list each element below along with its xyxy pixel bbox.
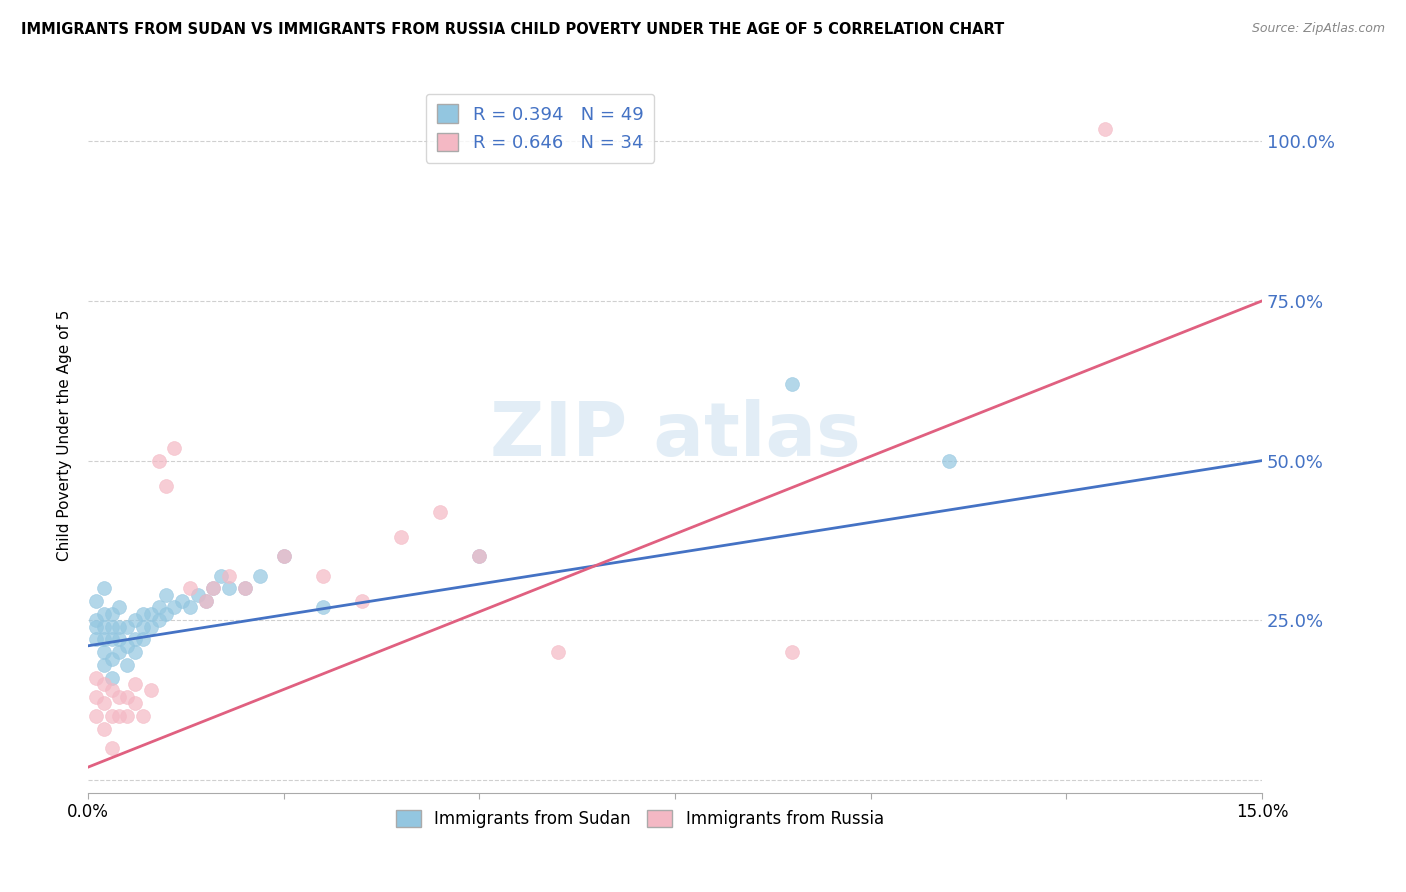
Point xyxy=(93,619,115,633)
Point xyxy=(93,696,115,710)
Point xyxy=(273,549,295,564)
Point xyxy=(233,582,256,596)
Point xyxy=(202,582,225,596)
Point xyxy=(218,582,240,596)
Point xyxy=(233,582,256,596)
Point xyxy=(93,657,115,672)
Point xyxy=(84,671,107,685)
Point xyxy=(547,645,569,659)
Point xyxy=(124,677,146,691)
Point xyxy=(1094,121,1116,136)
Point xyxy=(124,696,146,710)
Point xyxy=(194,594,217,608)
Point xyxy=(782,376,804,391)
Point xyxy=(108,632,131,647)
Point xyxy=(124,632,146,647)
Point xyxy=(84,690,107,704)
Point xyxy=(108,600,131,615)
Legend: Immigrants from Sudan, Immigrants from Russia: Immigrants from Sudan, Immigrants from R… xyxy=(389,803,890,834)
Point xyxy=(202,582,225,596)
Point xyxy=(938,453,960,467)
Point xyxy=(187,588,209,602)
Point xyxy=(209,568,232,582)
Point xyxy=(148,453,170,467)
Point xyxy=(108,645,131,659)
Point xyxy=(179,582,201,596)
Point xyxy=(155,588,177,602)
Point xyxy=(84,613,107,627)
Point xyxy=(117,657,139,672)
Point xyxy=(84,619,107,633)
Point xyxy=(170,594,193,608)
Point xyxy=(108,619,131,633)
Point xyxy=(468,549,491,564)
Point xyxy=(139,619,162,633)
Text: IMMIGRANTS FROM SUDAN VS IMMIGRANTS FROM RUSSIA CHILD POVERTY UNDER THE AGE OF 5: IMMIGRANTS FROM SUDAN VS IMMIGRANTS FROM… xyxy=(21,22,1004,37)
Point xyxy=(93,632,115,647)
Point xyxy=(124,645,146,659)
Point xyxy=(93,677,115,691)
Point xyxy=(249,568,271,582)
Point xyxy=(117,619,139,633)
Point xyxy=(108,709,131,723)
Point xyxy=(117,690,139,704)
Point xyxy=(163,600,186,615)
Point xyxy=(93,607,115,621)
Point xyxy=(148,613,170,627)
Point xyxy=(429,505,451,519)
Point xyxy=(139,683,162,698)
Point xyxy=(389,530,412,544)
Text: Source: ZipAtlas.com: Source: ZipAtlas.com xyxy=(1251,22,1385,36)
Point xyxy=(100,671,122,685)
Point xyxy=(312,600,335,615)
Point xyxy=(117,639,139,653)
Point xyxy=(194,594,217,608)
Point xyxy=(100,651,122,665)
Point xyxy=(155,479,177,493)
Point xyxy=(100,607,122,621)
Point xyxy=(312,568,335,582)
Point xyxy=(93,645,115,659)
Point xyxy=(468,549,491,564)
Point xyxy=(84,632,107,647)
Point xyxy=(100,683,122,698)
Point xyxy=(132,607,155,621)
Point xyxy=(93,582,115,596)
Point xyxy=(100,619,122,633)
Point xyxy=(350,594,373,608)
Point xyxy=(84,709,107,723)
Text: ZIP atlas: ZIP atlas xyxy=(489,399,860,472)
Point xyxy=(163,441,186,455)
Point xyxy=(155,607,177,621)
Point xyxy=(84,594,107,608)
Point xyxy=(179,600,201,615)
Point xyxy=(108,690,131,704)
Point xyxy=(132,709,155,723)
Point xyxy=(132,619,155,633)
Point xyxy=(782,645,804,659)
Point xyxy=(100,709,122,723)
Point xyxy=(100,632,122,647)
Point xyxy=(139,607,162,621)
Point xyxy=(132,632,155,647)
Point xyxy=(148,600,170,615)
Y-axis label: Child Poverty Under the Age of 5: Child Poverty Under the Age of 5 xyxy=(58,310,72,561)
Point xyxy=(93,722,115,736)
Point xyxy=(100,741,122,756)
Point xyxy=(273,549,295,564)
Point xyxy=(117,709,139,723)
Point xyxy=(124,613,146,627)
Point xyxy=(218,568,240,582)
